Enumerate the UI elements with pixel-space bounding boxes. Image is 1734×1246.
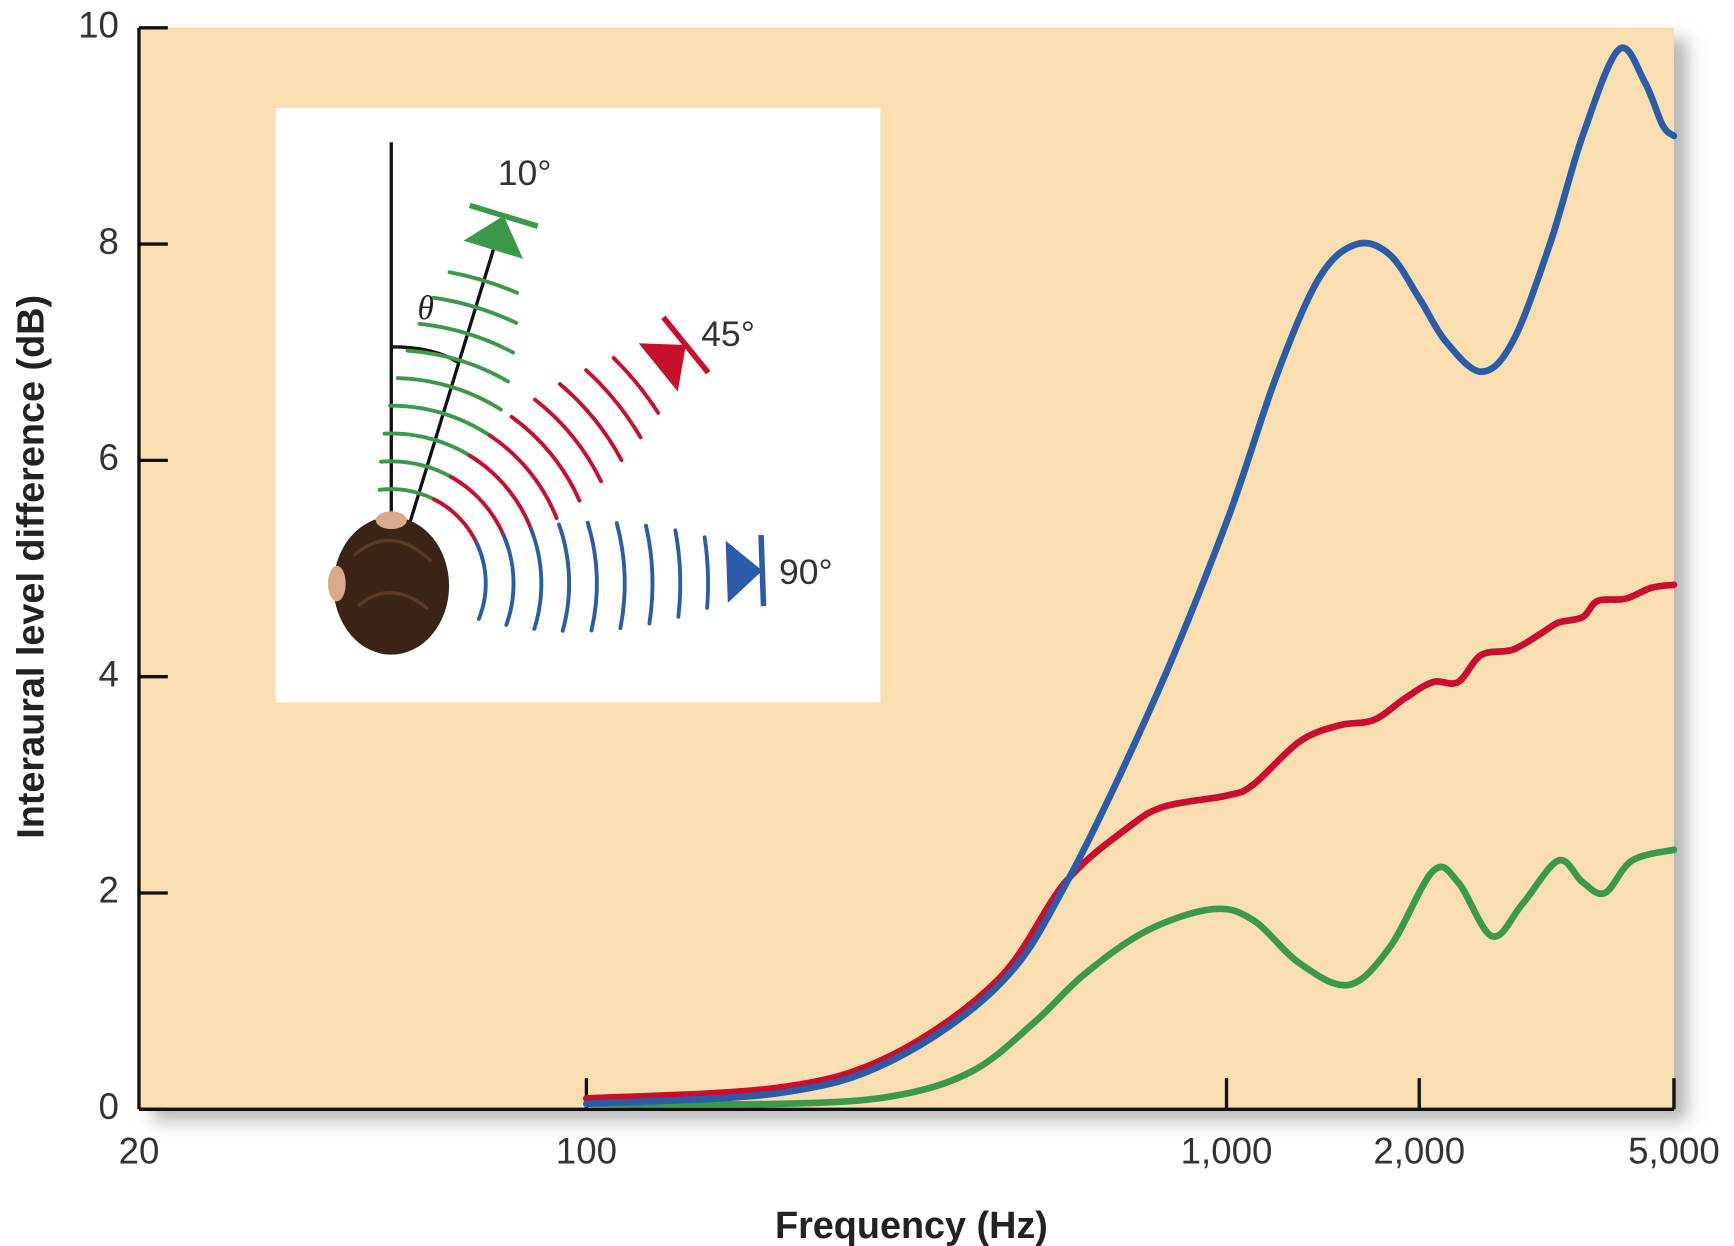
series-line bbox=[583, 846, 1678, 1108]
y-tick-label: 6 bbox=[99, 437, 119, 478]
wave-arc bbox=[528, 526, 544, 631]
angle-label: θ bbox=[418, 290, 434, 327]
wave-arc bbox=[501, 532, 516, 627]
speaker bbox=[638, 315, 711, 392]
wave-arc bbox=[395, 376, 503, 412]
speaker-bar bbox=[468, 202, 539, 229]
y-tick-label: 8 bbox=[99, 221, 119, 262]
y-tick-label: 10 bbox=[78, 4, 119, 45]
speaker-label: 45° bbox=[701, 314, 755, 354]
x-tick-label: 1,000 bbox=[1181, 1130, 1273, 1171]
wave-arc bbox=[447, 270, 520, 295]
x-axis-title: Frequency (Hz) bbox=[775, 1205, 1048, 1246]
inset-diagram: 10° 45° 90° θ bbox=[275, 107, 881, 703]
wave-arc bbox=[405, 348, 510, 384]
speaker bbox=[463, 202, 539, 259]
x-tick-label: 5,000 bbox=[1628, 1130, 1720, 1171]
series-line bbox=[583, 581, 1678, 1102]
wave-arc bbox=[509, 414, 582, 503]
speaker-bar bbox=[661, 315, 711, 375]
series-lines bbox=[583, 44, 1678, 1108]
series-line bbox=[583, 44, 1678, 1108]
wave-arc bbox=[644, 523, 655, 626]
speaker-bar bbox=[758, 534, 767, 607]
x-tick-label: 2,000 bbox=[1373, 1130, 1465, 1171]
hair bbox=[352, 538, 433, 611]
y-tick-label: 4 bbox=[99, 653, 119, 694]
wave-arc bbox=[611, 356, 661, 415]
speaker bbox=[725, 534, 767, 607]
wave-arc bbox=[557, 522, 572, 633]
axes: 0 2 4 6 8 10 20 100 1,000 2,000 5,000 bbox=[78, 4, 1720, 1171]
speaker-cone bbox=[638, 343, 686, 392]
wave-arc bbox=[614, 521, 627, 631]
y-tick-label: 2 bbox=[99, 870, 119, 911]
x-tick-label: 100 bbox=[556, 1130, 617, 1171]
head bbox=[333, 516, 450, 655]
wave-arc bbox=[585, 520, 599, 633]
speaker-label: 90° bbox=[779, 552, 833, 592]
wave-arc bbox=[474, 540, 488, 621]
wave-arc bbox=[388, 403, 494, 439]
speaker-label: 10° bbox=[498, 153, 552, 193]
ear bbox=[327, 565, 346, 602]
wave-arc bbox=[417, 321, 516, 355]
wave-arc bbox=[702, 535, 710, 610]
nose bbox=[375, 511, 407, 530]
wave-arc bbox=[431, 295, 519, 325]
y-tick-label: 0 bbox=[99, 1086, 119, 1127]
wave-arc bbox=[557, 382, 624, 463]
wave-arc bbox=[467, 453, 535, 536]
wave-arc bbox=[584, 368, 643, 440]
wave-arc bbox=[487, 433, 559, 521]
wave-arc bbox=[673, 528, 683, 619]
speakers: 10° 45° 90° θ bbox=[418, 153, 833, 607]
y-axis-title: Interaural level difference (dB) bbox=[10, 295, 52, 839]
speaker-cone bbox=[725, 540, 763, 603]
x-tick-label: 20 bbox=[119, 1130, 160, 1171]
wave-arc bbox=[533, 397, 604, 484]
speaker-cone bbox=[463, 215, 524, 259]
